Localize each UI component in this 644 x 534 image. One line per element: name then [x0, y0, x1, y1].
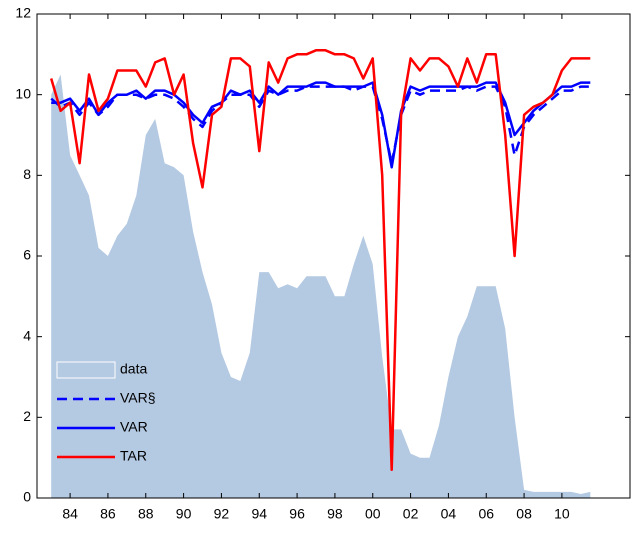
x-tick-label: 96 [289, 506, 305, 522]
line [51, 81, 591, 169]
area [51, 74, 591, 498]
y-tick-label: 6 [23, 247, 31, 263]
x-tick-label: 90 [176, 506, 192, 522]
x-tick-label: 92 [214, 506, 230, 522]
x-tick-label: 04 [441, 506, 457, 522]
legend-label: VAR§ [120, 390, 156, 406]
x-tick-label: 08 [516, 506, 532, 522]
x-tick-label: 86 [100, 506, 116, 522]
x-tick-label: 98 [327, 506, 343, 522]
x-tick-label: 84 [62, 506, 78, 522]
legend-label: TAR [120, 448, 147, 464]
x-tick-label: 06 [478, 506, 494, 522]
legend-swatch [56, 361, 116, 379]
x-tick-label: 88 [138, 506, 154, 522]
x-tick-label: 02 [403, 506, 419, 522]
y-tick-label: 0 [23, 489, 31, 505]
line [49, 49, 591, 472]
legend-label: data [120, 361, 147, 377]
legend-label: VAR [120, 419, 148, 435]
y-tick-label: 4 [23, 327, 31, 343]
y-tick-label: 10 [15, 85, 31, 101]
x-tick-label: 10 [554, 506, 570, 522]
y-tick-label: 2 [23, 408, 31, 424]
line [50, 85, 591, 165]
x-tick-label: 00 [365, 506, 381, 522]
y-tick-label: 8 [23, 166, 31, 182]
y-tick-label: 12 [15, 5, 31, 21]
x-tick-label: 94 [251, 506, 267, 522]
